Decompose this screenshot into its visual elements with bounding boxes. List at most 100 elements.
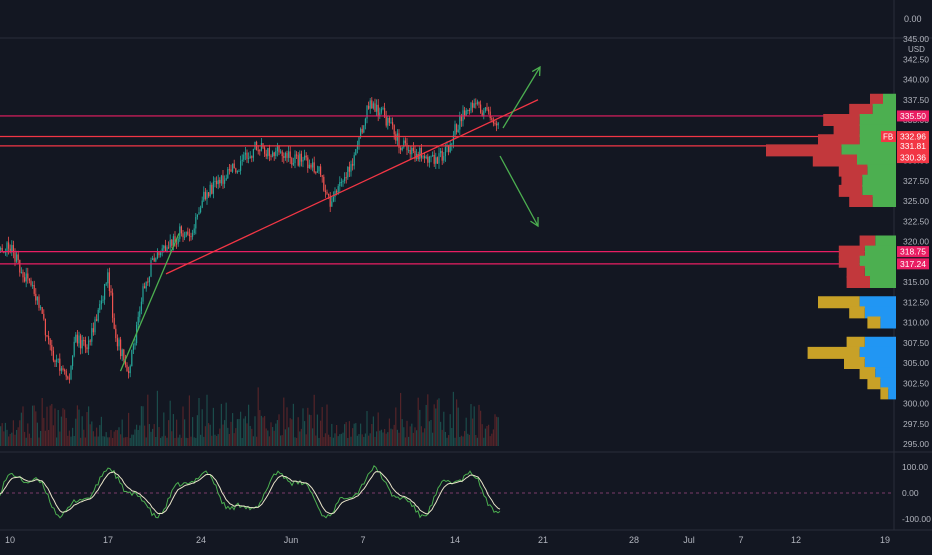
candle-body (350, 164, 352, 172)
candle-body (305, 155, 307, 158)
candle-body (9, 248, 11, 253)
candle-body (142, 286, 144, 302)
volume-bar (288, 427, 290, 446)
volume-bar (342, 432, 344, 446)
volume-bar (435, 408, 437, 446)
candle-body (440, 150, 442, 154)
vp-bar-right-21 (864, 357, 896, 369)
price-badges: 335.50332.96FB09:22331.81330.36318.75317… (881, 110, 929, 270)
arrow-up-head (531, 65, 541, 77)
volume-bar (233, 433, 235, 446)
candle-body (80, 335, 82, 349)
volume-bar (448, 435, 450, 446)
candle-body (267, 148, 269, 157)
time-axis[interactable]: 10 17 24 Jun 7 14 21 28 Jul 7 12 19 (5, 535, 890, 545)
volume-bar (187, 437, 189, 446)
candle-body (241, 159, 243, 162)
vp-bar-right-9 (862, 184, 896, 197)
candle-body (470, 102, 472, 111)
vp-bar-right-13 (859, 255, 896, 268)
volume-bar (168, 420, 170, 446)
volume-bar (289, 418, 291, 446)
volume-bar (406, 420, 408, 446)
price-badge-label: 335.50 (900, 111, 926, 121)
volume-bar (171, 431, 173, 446)
candle-body (307, 157, 309, 169)
candles (0, 97, 499, 384)
volume-bar (200, 434, 202, 446)
volume-bar (220, 403, 222, 446)
price-badge-317-24 (897, 258, 929, 270)
volume-bar (196, 415, 198, 446)
volume-bar (252, 436, 254, 446)
volume-bar (377, 412, 379, 446)
time-tick-label: 10 (5, 535, 15, 545)
volume-bar (144, 425, 146, 446)
volume-bar (294, 437, 296, 446)
candle-body (321, 175, 323, 177)
candle-body (292, 163, 294, 165)
volume-bar (334, 433, 336, 446)
candle-body (137, 316, 139, 325)
arrow-up[interactable] (502, 66, 541, 129)
volume-bar (142, 406, 144, 446)
candle-body (33, 285, 35, 294)
volume-bar (16, 429, 18, 446)
volume-bar (256, 436, 258, 446)
volume-bar (480, 410, 482, 446)
volume-bar (356, 435, 358, 446)
volume-bar (140, 406, 142, 446)
candle-body (1, 247, 3, 252)
trend-line-0[interactable] (119, 233, 180, 372)
vp-bar-left-9 (838, 184, 863, 197)
vp-bar-left-3 (833, 124, 860, 137)
candle-body (236, 171, 238, 173)
candle-body (329, 195, 331, 207)
volume-bar (449, 414, 451, 446)
volume-bar (441, 429, 443, 446)
volume-bar (110, 430, 112, 446)
vp-bar-right-0 (883, 93, 896, 106)
volume-bar (22, 406, 24, 446)
candle-body (459, 116, 461, 130)
volume-bar (379, 430, 381, 446)
volume-bar (468, 434, 470, 446)
volume-bar (225, 402, 227, 446)
volume-bar (297, 417, 299, 446)
volume-bar (326, 404, 328, 446)
trend-line-1[interactable] (165, 99, 539, 275)
volume-bar (228, 433, 230, 446)
vp-bar-right-2 (859, 114, 896, 126)
candle-body (40, 307, 42, 309)
volume-bar (176, 419, 178, 446)
volume-bar (438, 398, 440, 446)
volume-bar (28, 433, 30, 446)
candle-body (385, 116, 387, 126)
candle-body (225, 178, 227, 180)
vp-bar-left-20 (807, 346, 860, 359)
candle-body (75, 334, 77, 342)
volume-bar (336, 424, 338, 446)
volume-bar (467, 433, 469, 446)
trend-lines[interactable] (119, 65, 541, 372)
symbol-badge (881, 131, 896, 143)
volume-bar (112, 437, 114, 446)
horizontal-levels[interactable] (0, 115, 892, 265)
volume-bar (344, 424, 346, 446)
volume-bar (184, 419, 186, 446)
candle-body (78, 335, 80, 344)
volume-bar (208, 423, 210, 446)
candle-body (414, 150, 416, 159)
vp-bar-right-23 (880, 377, 896, 390)
price-axis[interactable]: 0.00345.00342.50340.00337.50335.00332.50… (902, 14, 931, 524)
arrow-down[interactable] (499, 155, 539, 227)
volume-bar (56, 437, 58, 446)
volume-bar (158, 427, 160, 446)
candle-body (200, 207, 202, 213)
vp-bar-left-19 (846, 336, 865, 349)
volume-bar (156, 390, 158, 446)
volume-bar (417, 397, 419, 446)
volume-bar (174, 437, 176, 446)
